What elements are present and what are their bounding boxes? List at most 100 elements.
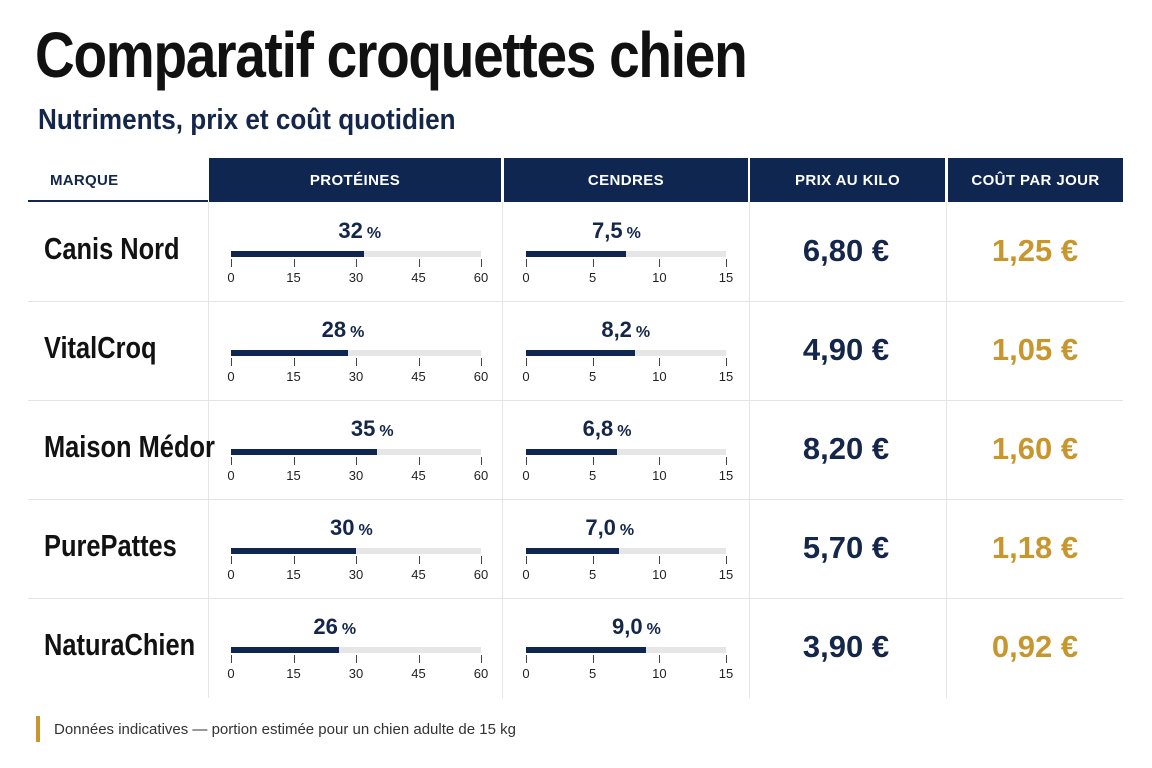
column-divider [502, 202, 503, 698]
protein-tick-label: 30 [348, 468, 364, 483]
protein-tick-label: 30 [348, 567, 364, 582]
protein-tick-label: 0 [227, 270, 235, 285]
ash-axis-tick [592, 457, 594, 465]
ash-axis-tick [526, 457, 527, 465]
protein-axis-tick [418, 457, 420, 465]
protein-axis-tick [418, 655, 420, 663]
ash-tick-label: 0 [522, 666, 530, 681]
ash-bar [526, 350, 636, 356]
ash-unit: % [617, 423, 632, 440]
protein-bar-track [231, 647, 481, 653]
protein-axis-tick [231, 457, 232, 465]
protein-value-label: 32% [338, 218, 381, 244]
protein-tick-label: 0 [227, 468, 235, 483]
ash-unit: % [646, 621, 661, 638]
ash-tick-label: 15 [718, 567, 734, 582]
protein-tick-label: 15 [286, 666, 301, 681]
row-divider [28, 598, 1123, 599]
ash-axis-tick [526, 655, 527, 663]
ash-value: 7,5 [592, 218, 623, 243]
ash-value-label: 9,0% [612, 614, 661, 640]
ash-tick-label: 5 [589, 567, 597, 582]
protein-tick-label: 0 [227, 666, 235, 681]
protein-bar [231, 647, 340, 653]
ash-value-label: 7,5% [592, 218, 641, 244]
ash-tick-label: 0 [522, 369, 530, 384]
ash-value: 6,8 [582, 416, 614, 441]
ash-tick-label: 0 [522, 468, 530, 483]
protein-tick-label: 15 [286, 369, 301, 384]
ash-value-label: 8,2% [601, 317, 650, 343]
protein-value: 26 [313, 614, 338, 639]
protein-tick-label: 60 [473, 666, 489, 681]
footnote-accent [36, 716, 40, 742]
price-per-kilo: 4,90 € [802, 332, 890, 367]
brand-name: NaturaChien [44, 627, 196, 662]
ash-axis-tick [659, 556, 661, 564]
price-per-kilo: 3,90 € [802, 629, 890, 664]
ash-axis-tick [726, 358, 727, 366]
column-divider [749, 202, 750, 698]
header-daily-cost: COÛT PAR JOUR [948, 158, 1123, 202]
ash-tick-label: 10 [652, 567, 667, 582]
ash-axis-tick [592, 655, 594, 663]
protein-bar-track [231, 350, 481, 356]
protein-tick-label: 60 [473, 567, 489, 582]
ash-value: 8,2 [601, 317, 632, 342]
ash-unit: % [626, 225, 641, 242]
price-per-kilo: 5,70 € [802, 530, 890, 565]
footnote: Données indicatives — portion estimée po… [54, 721, 516, 738]
protein-axis-tick [481, 655, 482, 663]
ash-tick-label: 5 [589, 666, 597, 681]
ash-bar-track [526, 647, 726, 653]
ash-bar-track [526, 449, 726, 455]
daily-cost: 1,25 € [991, 233, 1079, 268]
ash-bar [526, 548, 620, 554]
protein-axis-tick [356, 655, 357, 663]
ash-axis-tick [592, 556, 594, 564]
ash-tick-label: 10 [652, 666, 667, 681]
protein-axis-tick [481, 358, 482, 366]
protein-axis-tick [231, 655, 232, 663]
ash-unit: % [619, 522, 635, 539]
protein-axis-tick [293, 259, 295, 267]
protein-axis-tick [293, 655, 295, 663]
protein-value: 28 [321, 317, 347, 342]
ash-bar [526, 647, 646, 653]
protein-unit: % [366, 225, 382, 242]
protein-tick-label: 60 [473, 270, 489, 285]
protein-tick-label: 45 [411, 567, 426, 582]
protein-value-label: 26% [313, 614, 356, 640]
ash-tick-label: 10 [652, 369, 667, 384]
page-title: Comparatif croquettes chien [35, 19, 748, 91]
ash-axis-tick [659, 457, 661, 465]
protein-axis-tick [231, 556, 232, 564]
ash-tick-label: 10 [652, 468, 667, 483]
ash-bar [526, 251, 626, 257]
header-ash: CENDRES [504, 158, 748, 202]
protein-axis-tick [481, 556, 482, 564]
protein-bar [231, 548, 356, 554]
protein-axis-tick [231, 259, 232, 267]
ash-axis-tick [526, 259, 527, 267]
protein-bar-track [231, 449, 481, 455]
ash-axis-tick [726, 655, 727, 663]
header-brand-label: MARQUE [50, 172, 119, 189]
ash-value-label: 6,8% [583, 416, 632, 442]
ash-tick-label: 15 [718, 468, 734, 483]
protein-tick-label: 15 [286, 468, 301, 483]
ash-axis-tick [726, 556, 727, 564]
protein-tick-label: 30 [348, 369, 364, 384]
protein-bar-track [231, 548, 481, 554]
header-price: PRIX AU KILO [750, 158, 945, 202]
protein-axis-tick [293, 556, 295, 564]
ash-bar [526, 449, 617, 455]
protein-axis-tick [481, 457, 482, 465]
ash-axis-tick [592, 358, 594, 366]
ash-bar-track [526, 251, 726, 257]
ash-tick-label: 5 [589, 369, 597, 384]
brand-name: Canis Nord [44, 231, 180, 266]
daily-cost: 1,60 € [991, 431, 1079, 466]
ash-bar-track [526, 350, 726, 356]
ash-tick-label: 15 [718, 369, 734, 384]
